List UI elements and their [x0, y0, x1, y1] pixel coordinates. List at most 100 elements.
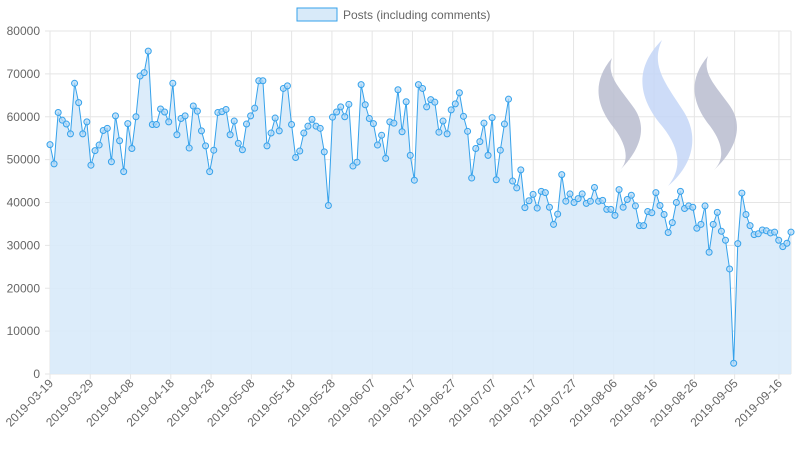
data-point[interactable] [283, 82, 291, 90]
data-point[interactable] [656, 202, 664, 209]
data-point[interactable] [132, 113, 140, 121]
data-point[interactable] [631, 202, 639, 210]
data-point[interactable] [406, 151, 414, 159]
data-point[interactable] [664, 229, 672, 237]
data-point[interactable] [341, 113, 349, 121]
data-point[interactable] [623, 196, 631, 203]
data-point[interactable] [259, 77, 267, 85]
data-point[interactable] [754, 230, 762, 238]
data-point[interactable] [349, 162, 357, 170]
data-point[interactable] [95, 141, 103, 149]
data-point[interactable] [480, 119, 488, 127]
data-point[interactable] [726, 265, 734, 273]
data-point[interactable] [709, 220, 717, 228]
data-point[interactable] [541, 189, 549, 197]
data-point[interactable] [161, 108, 169, 116]
data-point[interactable] [668, 219, 676, 227]
data-point[interactable] [570, 199, 578, 206]
data-point[interactable] [247, 112, 255, 120]
data-point[interactable] [394, 86, 402, 94]
data-point[interactable] [455, 89, 463, 97]
data-point[interactable] [500, 120, 508, 128]
data-point[interactable] [505, 95, 513, 103]
data-point[interactable] [533, 204, 541, 212]
data-point[interactable] [705, 248, 713, 256]
legend-swatch[interactable] [296, 7, 338, 22]
data-point[interactable] [586, 197, 594, 205]
data-point[interactable] [292, 153, 300, 161]
data-point[interactable] [488, 114, 496, 122]
data-point[interactable] [689, 203, 697, 211]
data-point[interactable] [746, 222, 754, 230]
data-point[interactable] [550, 220, 558, 228]
legend-label[interactable]: Posts (including comments) [343, 8, 490, 22]
data-point[interactable] [173, 131, 181, 139]
data-point[interactable] [713, 208, 721, 216]
data-point[interactable] [484, 151, 492, 159]
data-point[interactable] [578, 190, 586, 198]
data-point[interactable] [345, 100, 353, 108]
data-point[interactable] [66, 130, 74, 138]
data-point[interactable] [120, 168, 128, 176]
data-point[interactable] [627, 191, 635, 199]
data-point[interactable] [545, 203, 553, 211]
data-point[interactable] [738, 189, 746, 197]
data-point[interactable] [91, 147, 99, 155]
data-point[interactable] [443, 130, 451, 138]
data-point[interactable] [566, 190, 574, 198]
data-point[interactable] [288, 120, 296, 128]
data-point[interactable] [410, 176, 418, 184]
data-point[interactable] [337, 103, 345, 111]
data-point[interactable] [607, 205, 615, 213]
data-point[interactable] [472, 144, 480, 152]
data-point[interactable] [71, 79, 79, 87]
data-point[interactable] [333, 108, 341, 116]
data-point[interactable] [464, 127, 472, 135]
data-point[interactable] [210, 146, 218, 154]
data-point[interactable] [558, 171, 566, 179]
data-point[interactable] [529, 190, 537, 198]
data-point[interactable] [390, 119, 398, 127]
data-point[interactable] [517, 166, 525, 174]
data-point[interactable] [730, 359, 738, 367]
data-point[interactable] [230, 117, 238, 125]
data-point[interactable] [197, 127, 205, 135]
data-point[interactable] [79, 130, 87, 138]
data-point[interactable] [124, 120, 132, 128]
data-point[interactable] [525, 197, 533, 205]
data-point[interactable] [152, 120, 160, 128]
data-point[interactable] [439, 117, 447, 125]
data-point[interactable] [374, 141, 382, 149]
data-point[interactable] [369, 120, 377, 128]
data-point[interactable] [771, 228, 779, 236]
data-point[interactable] [238, 146, 246, 154]
data-point[interactable] [378, 131, 386, 139]
data-point[interactable] [562, 197, 570, 205]
data-point[interactable] [103, 124, 111, 132]
data-point[interactable] [619, 203, 627, 211]
data-point[interactable] [431, 98, 439, 106]
data-point[interactable] [144, 47, 152, 55]
data-point[interactable] [165, 118, 173, 126]
data-point[interactable] [660, 211, 668, 218]
data-point[interactable] [459, 112, 467, 120]
data-point[interactable] [243, 120, 251, 128]
data-point[interactable] [185, 144, 193, 152]
data-point[interactable] [316, 124, 324, 132]
data-point[interactable] [590, 183, 598, 191]
data-point[interactable] [509, 177, 517, 185]
data-point[interactable] [676, 187, 684, 195]
data-point[interactable] [328, 113, 336, 121]
data-point[interactable] [611, 211, 619, 219]
data-point[interactable] [107, 158, 115, 166]
data-point[interactable] [320, 148, 328, 156]
data-point[interactable] [734, 240, 742, 248]
data-point[interactable] [672, 199, 680, 206]
data-point[interactable] [222, 105, 230, 113]
data-point[interactable] [169, 79, 177, 87]
data-point[interactable] [775, 236, 783, 244]
data-point[interactable] [193, 107, 201, 115]
data-point[interactable] [296, 147, 304, 155]
data-point[interactable] [496, 146, 504, 154]
data-point[interactable] [492, 176, 500, 184]
